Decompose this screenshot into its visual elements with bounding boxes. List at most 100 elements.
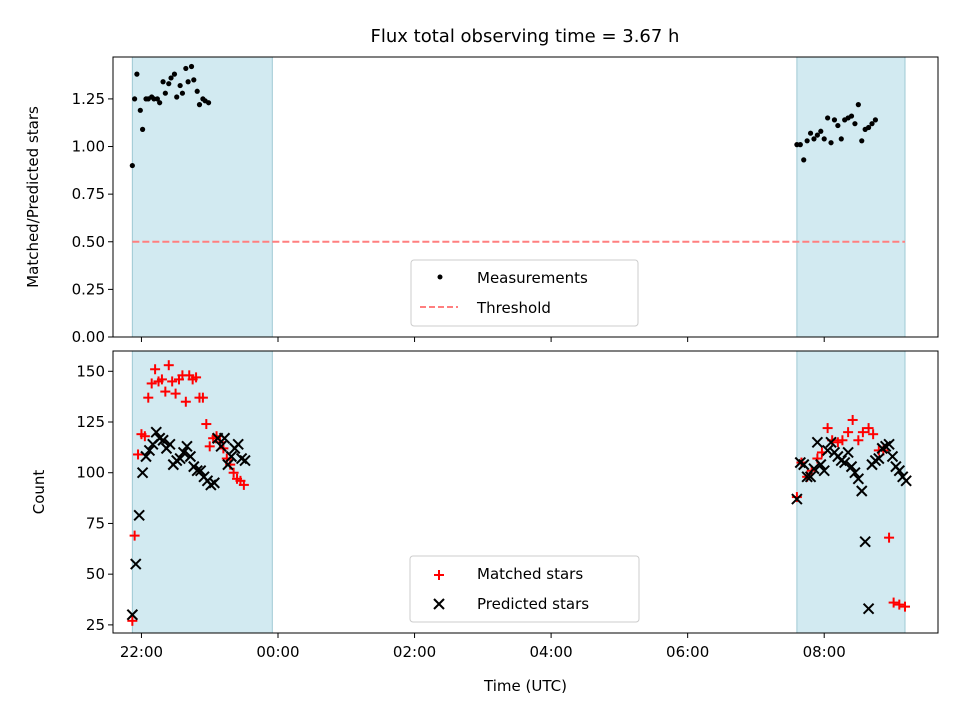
measurement-point: [139, 126, 146, 132]
predicted-point: [239, 454, 251, 467]
measurement-point: [177, 82, 183, 89]
ratio-panel: 0.00 0.25 0.50 0.75 1.00 1.25 Matched/Predict…: [24, 56, 939, 346]
predicted-points: [126, 426, 912, 621]
measurement-point: [168, 75, 174, 81]
x-tick-label: 00:00: [256, 643, 299, 661]
matched-point: [150, 364, 161, 375]
count-x-ticks: 22:00 00:00 02:00 04:00 06:00 08:00: [120, 633, 846, 661]
predicted-point: [143, 444, 156, 457]
measurement-point: [807, 130, 814, 136]
measurement-point: [134, 71, 140, 77]
x-tick-label: 04:00: [529, 643, 572, 661]
shaded-spans: [131, 350, 906, 634]
matched-point: [900, 601, 910, 612]
ratio-x-ticks: [140, 337, 825, 342]
measurement-point: [174, 94, 180, 100]
y-tick-label: 0.25: [72, 280, 105, 298]
predicted-point: [164, 438, 176, 451]
matched-point: [133, 449, 144, 460]
measurement-point: [865, 124, 872, 131]
predicted-point: [133, 509, 145, 522]
y-tick-label: 150: [76, 362, 105, 380]
measurement-point: [801, 157, 807, 163]
matched-point: [180, 396, 191, 407]
chart-title: Flux total observing time = 3.67 h: [371, 26, 680, 47]
matched-point: [837, 435, 848, 446]
y-tick-label: 50: [86, 565, 105, 583]
legend-plus: [434, 570, 444, 580]
measurement-point: [179, 90, 186, 96]
predicted-point: [845, 460, 858, 473]
predicted-point: [804, 471, 817, 483]
predicted-point: [177, 446, 190, 459]
matched-point: [197, 392, 208, 403]
predicted-point: [815, 458, 827, 471]
matched-point: [170, 388, 181, 399]
predicted-point: [811, 436, 824, 449]
measurement-point: [831, 117, 838, 123]
measurement-point: [171, 71, 178, 77]
predicted-point: [838, 456, 851, 469]
legend-threshold: Threshold: [476, 299, 551, 317]
x-tick-label: 02:00: [393, 643, 436, 661]
measurement-point: [132, 96, 138, 102]
measurement-point: [162, 90, 168, 96]
measurement-point: [797, 142, 803, 148]
matched-point: [163, 360, 174, 371]
matched-point: [127, 615, 138, 626]
predicted-point: [886, 450, 899, 463]
matched-point: [156, 374, 167, 385]
matched-point: [847, 414, 858, 425]
measurement-point: [828, 140, 834, 146]
matched-point: [857, 427, 868, 438]
matched-point: [863, 423, 874, 434]
count-y-axis-label: Count: [30, 470, 48, 515]
matched-point: [204, 441, 215, 452]
count-panel: 25 50 75 100 125 150 22:00 00:00 02:00 04:00 06:0…: [30, 350, 939, 695]
count-legend: Matched stars Predicted stars: [409, 555, 640, 623]
matched-point: [139, 431, 150, 442]
matched-point: [868, 429, 879, 440]
predicted-point: [136, 467, 149, 479]
predicted-point: [856, 485, 868, 497]
legend-predicted-marker: [433, 598, 445, 610]
predicted-point: [181, 440, 193, 453]
measurement-point: [852, 121, 858, 127]
predicted-point: [842, 446, 854, 459]
predicted-point: [825, 436, 837, 449]
x-axis-label: Time (UTC): [483, 677, 567, 695]
measurement-point: [194, 88, 200, 94]
measurement-point: [137, 107, 143, 113]
measurement-point: [183, 65, 189, 72]
predicted-point: [222, 458, 234, 471]
measurement-point: [848, 113, 855, 119]
matched-point: [843, 427, 854, 438]
measurement-point: [869, 121, 875, 127]
predicted-point: [157, 434, 169, 446]
predicted-point: [791, 493, 803, 505]
ratio-y-axis-label: Matched/Predicted stars: [24, 106, 42, 288]
predicted-point: [883, 438, 895, 451]
shaded-spans: [131, 56, 906, 338]
matched-point: [894, 599, 905, 610]
legend-measurements: Measurements: [477, 269, 588, 287]
measurement-point: [154, 96, 160, 102]
predicted-point: [218, 432, 231, 444]
predicted-point: [818, 464, 830, 477]
measurement-point: [835, 122, 841, 129]
legend-measurement-marker: [437, 274, 443, 280]
matched-point: [822, 423, 833, 434]
measurement-point: [185, 79, 191, 85]
legend-matched-marker: [434, 570, 444, 580]
matched-points: [127, 360, 910, 626]
predicted-point: [808, 462, 820, 475]
x-tick-label: 06:00: [666, 643, 709, 661]
y-tick-label: 0.50: [72, 233, 105, 251]
measurement-point: [157, 100, 163, 106]
measurement-point: [814, 132, 820, 138]
legend-matched: Matched stars: [477, 565, 583, 583]
predicted-point: [849, 467, 861, 479]
measurement-point: [825, 115, 831, 121]
matched-point: [167, 376, 178, 387]
matched-point: [228, 467, 239, 478]
